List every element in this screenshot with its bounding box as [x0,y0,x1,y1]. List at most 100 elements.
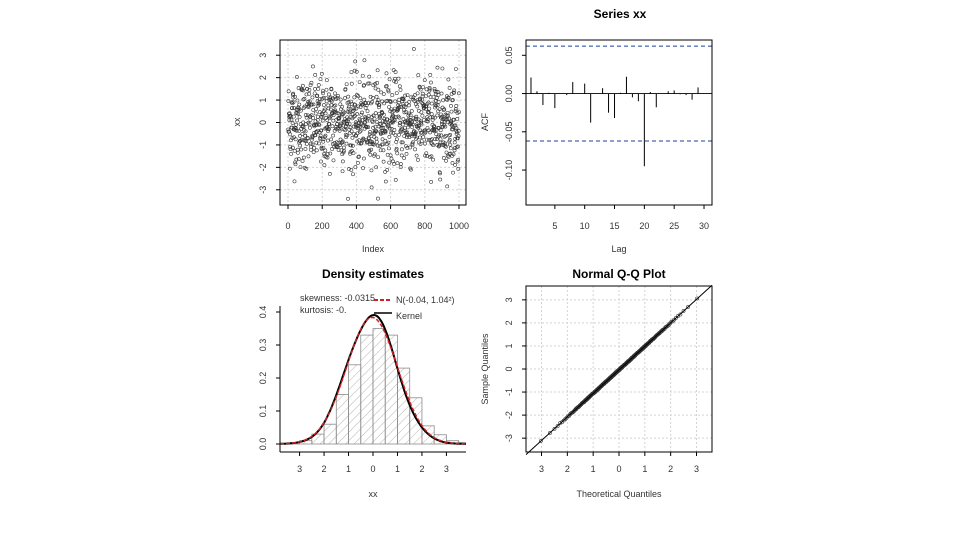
qq-y-ticks: -3 -2 -1 0 1 2 3 [504,297,526,442]
scatter-point [397,132,401,137]
y-tick-label: -1 [258,141,268,149]
scatter-point [338,121,343,126]
scatter-point [377,116,382,120]
qq-point [686,305,690,309]
scatter-point [390,113,395,118]
scatter-point [310,95,315,100]
scatter-point [394,80,398,85]
scatter-point [323,107,327,112]
scatter-point [430,117,435,122]
scatter-point [350,143,355,148]
scatter-point [367,81,372,86]
scatter-point [422,78,427,83]
scatter-point [332,144,337,149]
scatter-point [440,66,445,71]
scatter-point [335,121,340,126]
scatter-point [333,103,338,108]
scatter-point [300,87,304,92]
scatter-point [355,93,359,97]
scatter-point [452,140,457,145]
qq-point [555,424,560,429]
scatter-point [439,133,444,138]
scatter-point [366,114,371,118]
scatter-point [384,84,388,89]
scatter-point [350,135,355,140]
scatter-point [331,133,336,138]
scatter-point [416,157,420,162]
scatter-point [340,104,344,109]
x-tick-label: 3 [297,464,302,474]
scatter-point [399,105,404,109]
scatter-point [398,87,403,92]
scatter-point [288,132,292,137]
scatter-point [317,141,321,146]
scatter-point [408,145,412,150]
scatter-point [374,165,378,170]
x-tick-label: 600 [383,221,398,231]
scatter-point [300,132,305,136]
scatter-point [381,159,386,164]
scatter-point [342,149,346,153]
scatter-point [380,126,385,130]
scatter-point [388,109,393,114]
scatter-point [329,87,334,92]
scatter-point [303,147,308,151]
scatter-point [368,130,372,134]
scatter-point [321,139,326,144]
histogram-bar [335,394,349,445]
scatter-point [352,68,357,73]
scatter-point [289,100,294,105]
histogram-bar [384,334,398,445]
scatter-point [300,83,305,88]
scatter-point [316,83,321,87]
scatter-point [334,140,339,145]
qq-point [681,309,686,313]
scatter-point [347,121,352,126]
scatter-point [451,90,456,95]
scatter-point [429,154,434,159]
scatter-x-label: Index [362,244,385,254]
scatter-point [347,131,352,136]
scatter-point [435,113,440,118]
scatter-point [441,108,446,112]
scatter-point [395,161,400,166]
scatter-point [316,114,320,119]
scatter-point [358,96,363,101]
scatter-point [414,153,419,158]
qq-point [666,323,670,328]
scatter-point [342,145,346,150]
scatter-point [321,137,326,141]
y-tick-label: -3 [258,186,268,194]
scatter-point [344,82,349,87]
scatter-point [338,123,342,128]
scatter-point [357,141,362,146]
scatter-point [336,148,341,152]
scatter-point [309,147,313,152]
scatter-point [360,73,365,78]
scatter-point [327,172,332,176]
scatter-point [376,87,381,92]
scatter-point [342,110,347,115]
scatter-point [354,106,359,111]
scatter-point [360,110,364,115]
scatter-point [323,148,328,153]
scatter-point [378,148,383,153]
x-tick-label: 30 [699,221,709,231]
scatter-point [313,87,317,91]
scatter-point [448,133,453,137]
scatter-point [358,128,363,133]
scatter-point [317,123,322,127]
x-tick-label: 0 [285,221,290,231]
density-panel: Density estimates skewness: -0.0315 kurt… [258,267,466,499]
scatter-point [318,135,323,140]
density-y-ticks: 0.0 0.1 0.2 0.3 0.4 [258,306,280,450]
skewness-label: skewness: -0.0315 [300,293,375,303]
y-tick-label: 1 [258,98,268,103]
scatter-point [445,110,450,115]
scatter-point [431,124,436,129]
density-title: Density estimates [322,267,424,281]
y-tick-label: 1 [504,343,514,348]
scatter-point [435,65,440,70]
scatter-point [323,111,328,116]
scatter-point [298,165,303,170]
